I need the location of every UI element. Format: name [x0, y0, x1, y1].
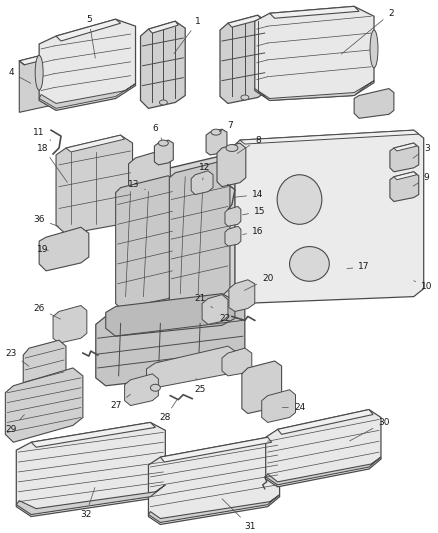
Polygon shape	[222, 348, 252, 376]
Polygon shape	[225, 227, 241, 246]
Text: 25: 25	[194, 378, 206, 394]
Text: 5: 5	[86, 15, 95, 58]
Polygon shape	[148, 21, 178, 33]
Polygon shape	[5, 368, 83, 442]
Polygon shape	[56, 19, 120, 41]
Polygon shape	[242, 361, 282, 414]
Text: 13: 13	[128, 180, 145, 190]
Polygon shape	[240, 130, 419, 144]
Polygon shape	[129, 150, 170, 227]
Polygon shape	[394, 172, 417, 180]
Text: 22: 22	[219, 314, 237, 323]
Polygon shape	[202, 295, 228, 325]
Polygon shape	[116, 176, 174, 309]
Polygon shape	[255, 6, 374, 100]
Polygon shape	[19, 53, 56, 65]
Text: 16: 16	[243, 227, 264, 236]
Polygon shape	[124, 374, 159, 406]
Polygon shape	[266, 409, 381, 487]
Text: 9: 9	[413, 173, 430, 186]
Polygon shape	[160, 437, 272, 462]
Polygon shape	[225, 206, 241, 227]
Ellipse shape	[290, 247, 329, 281]
Polygon shape	[155, 140, 173, 165]
Ellipse shape	[159, 100, 167, 105]
Text: 11: 11	[33, 128, 51, 141]
Polygon shape	[39, 84, 135, 108]
Ellipse shape	[150, 384, 160, 391]
Polygon shape	[262, 390, 296, 423]
Polygon shape	[232, 130, 424, 304]
Ellipse shape	[277, 175, 322, 224]
Text: 18: 18	[37, 143, 67, 182]
Polygon shape	[119, 155, 235, 318]
Text: 23: 23	[6, 349, 29, 366]
Polygon shape	[39, 227, 89, 271]
Polygon shape	[96, 298, 245, 386]
Polygon shape	[170, 161, 230, 306]
Polygon shape	[354, 88, 394, 118]
Polygon shape	[394, 143, 417, 151]
Text: 29: 29	[6, 415, 25, 434]
Polygon shape	[390, 143, 419, 172]
Ellipse shape	[241, 95, 249, 100]
Text: 31: 31	[222, 499, 255, 531]
Polygon shape	[270, 6, 359, 18]
Polygon shape	[23, 340, 66, 395]
Ellipse shape	[370, 30, 378, 68]
Text: 15: 15	[243, 207, 265, 216]
Ellipse shape	[159, 140, 168, 146]
Polygon shape	[217, 143, 246, 187]
Polygon shape	[255, 80, 374, 100]
Polygon shape	[53, 305, 87, 343]
Polygon shape	[16, 485, 165, 514]
Polygon shape	[141, 21, 185, 108]
Text: 7: 7	[219, 120, 233, 132]
Text: 17: 17	[347, 262, 370, 271]
Text: 1: 1	[174, 17, 201, 54]
Ellipse shape	[211, 129, 221, 135]
Polygon shape	[56, 135, 133, 234]
Text: 14: 14	[235, 190, 263, 199]
Polygon shape	[66, 135, 124, 152]
Polygon shape	[146, 346, 238, 387]
Polygon shape	[148, 495, 279, 522]
Polygon shape	[206, 129, 227, 155]
Text: 2: 2	[341, 9, 394, 54]
Text: 4: 4	[8, 68, 31, 83]
Text: 20: 20	[244, 274, 273, 290]
Polygon shape	[229, 280, 255, 311]
Text: 32: 32	[80, 488, 95, 519]
Polygon shape	[106, 294, 235, 336]
Text: 24: 24	[283, 403, 305, 412]
Text: 19: 19	[37, 245, 49, 254]
Polygon shape	[39, 19, 135, 110]
Text: 21: 21	[194, 294, 213, 308]
Text: 3: 3	[413, 143, 430, 158]
Polygon shape	[390, 172, 419, 201]
Text: 12: 12	[199, 163, 211, 180]
Ellipse shape	[226, 144, 238, 151]
Polygon shape	[19, 53, 51, 112]
Text: 30: 30	[350, 418, 390, 441]
Text: 28: 28	[160, 400, 177, 422]
Text: 36: 36	[33, 215, 58, 227]
Polygon shape	[266, 457, 381, 485]
Polygon shape	[278, 409, 373, 434]
Polygon shape	[31, 423, 155, 447]
Polygon shape	[16, 423, 165, 516]
Polygon shape	[191, 171, 213, 195]
Polygon shape	[148, 437, 279, 524]
Ellipse shape	[35, 55, 43, 90]
Polygon shape	[220, 15, 268, 103]
Text: 6: 6	[152, 124, 162, 140]
Polygon shape	[228, 15, 262, 27]
Text: 26: 26	[33, 304, 60, 319]
Text: 8: 8	[237, 135, 261, 154]
Text: 10: 10	[414, 281, 432, 291]
Text: 27: 27	[110, 394, 131, 410]
